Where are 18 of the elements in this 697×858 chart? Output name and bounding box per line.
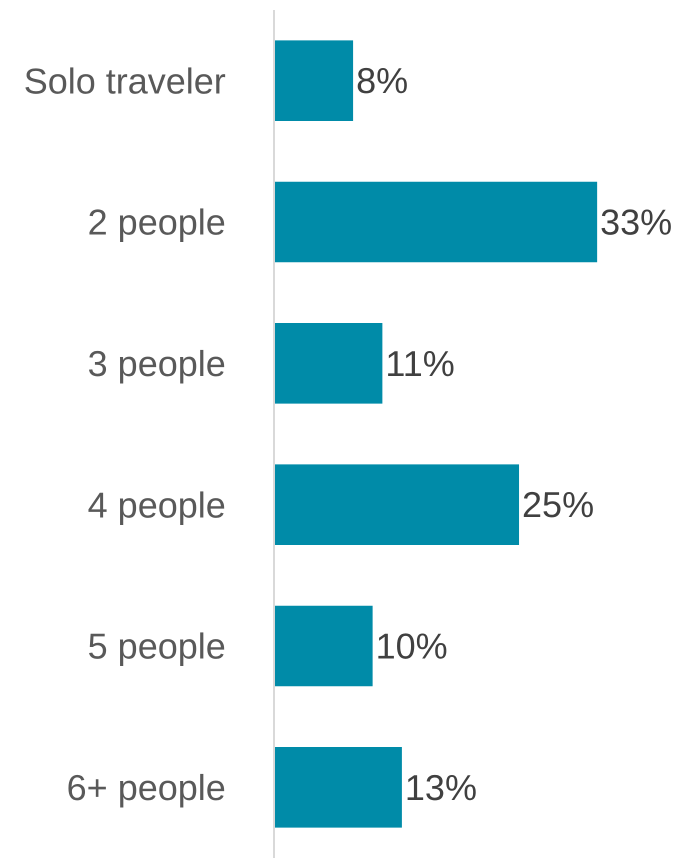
y-tick-label: Solo traveler bbox=[24, 60, 226, 102]
y-tick-label: 6+ people bbox=[66, 766, 226, 808]
data-label: 10% bbox=[376, 626, 448, 666]
data-label: 8% bbox=[356, 60, 408, 102]
bar bbox=[275, 747, 402, 828]
data-label: 33% bbox=[600, 202, 672, 242]
y-tick-label: 2 people bbox=[88, 202, 226, 243]
data-label: 13% bbox=[404, 766, 477, 808]
bar bbox=[275, 464, 520, 545]
bar bbox=[275, 182, 598, 262]
bar bbox=[275, 323, 382, 404]
y-tick-label: 5 people bbox=[88, 626, 226, 667]
bar bbox=[275, 40, 354, 121]
bar bbox=[275, 606, 373, 686]
y-tick-label: 3 people bbox=[88, 342, 226, 384]
y-tick-label: 4 people bbox=[88, 484, 226, 526]
data-label: 25% bbox=[522, 484, 594, 526]
data-label: 11% bbox=[385, 342, 455, 384]
